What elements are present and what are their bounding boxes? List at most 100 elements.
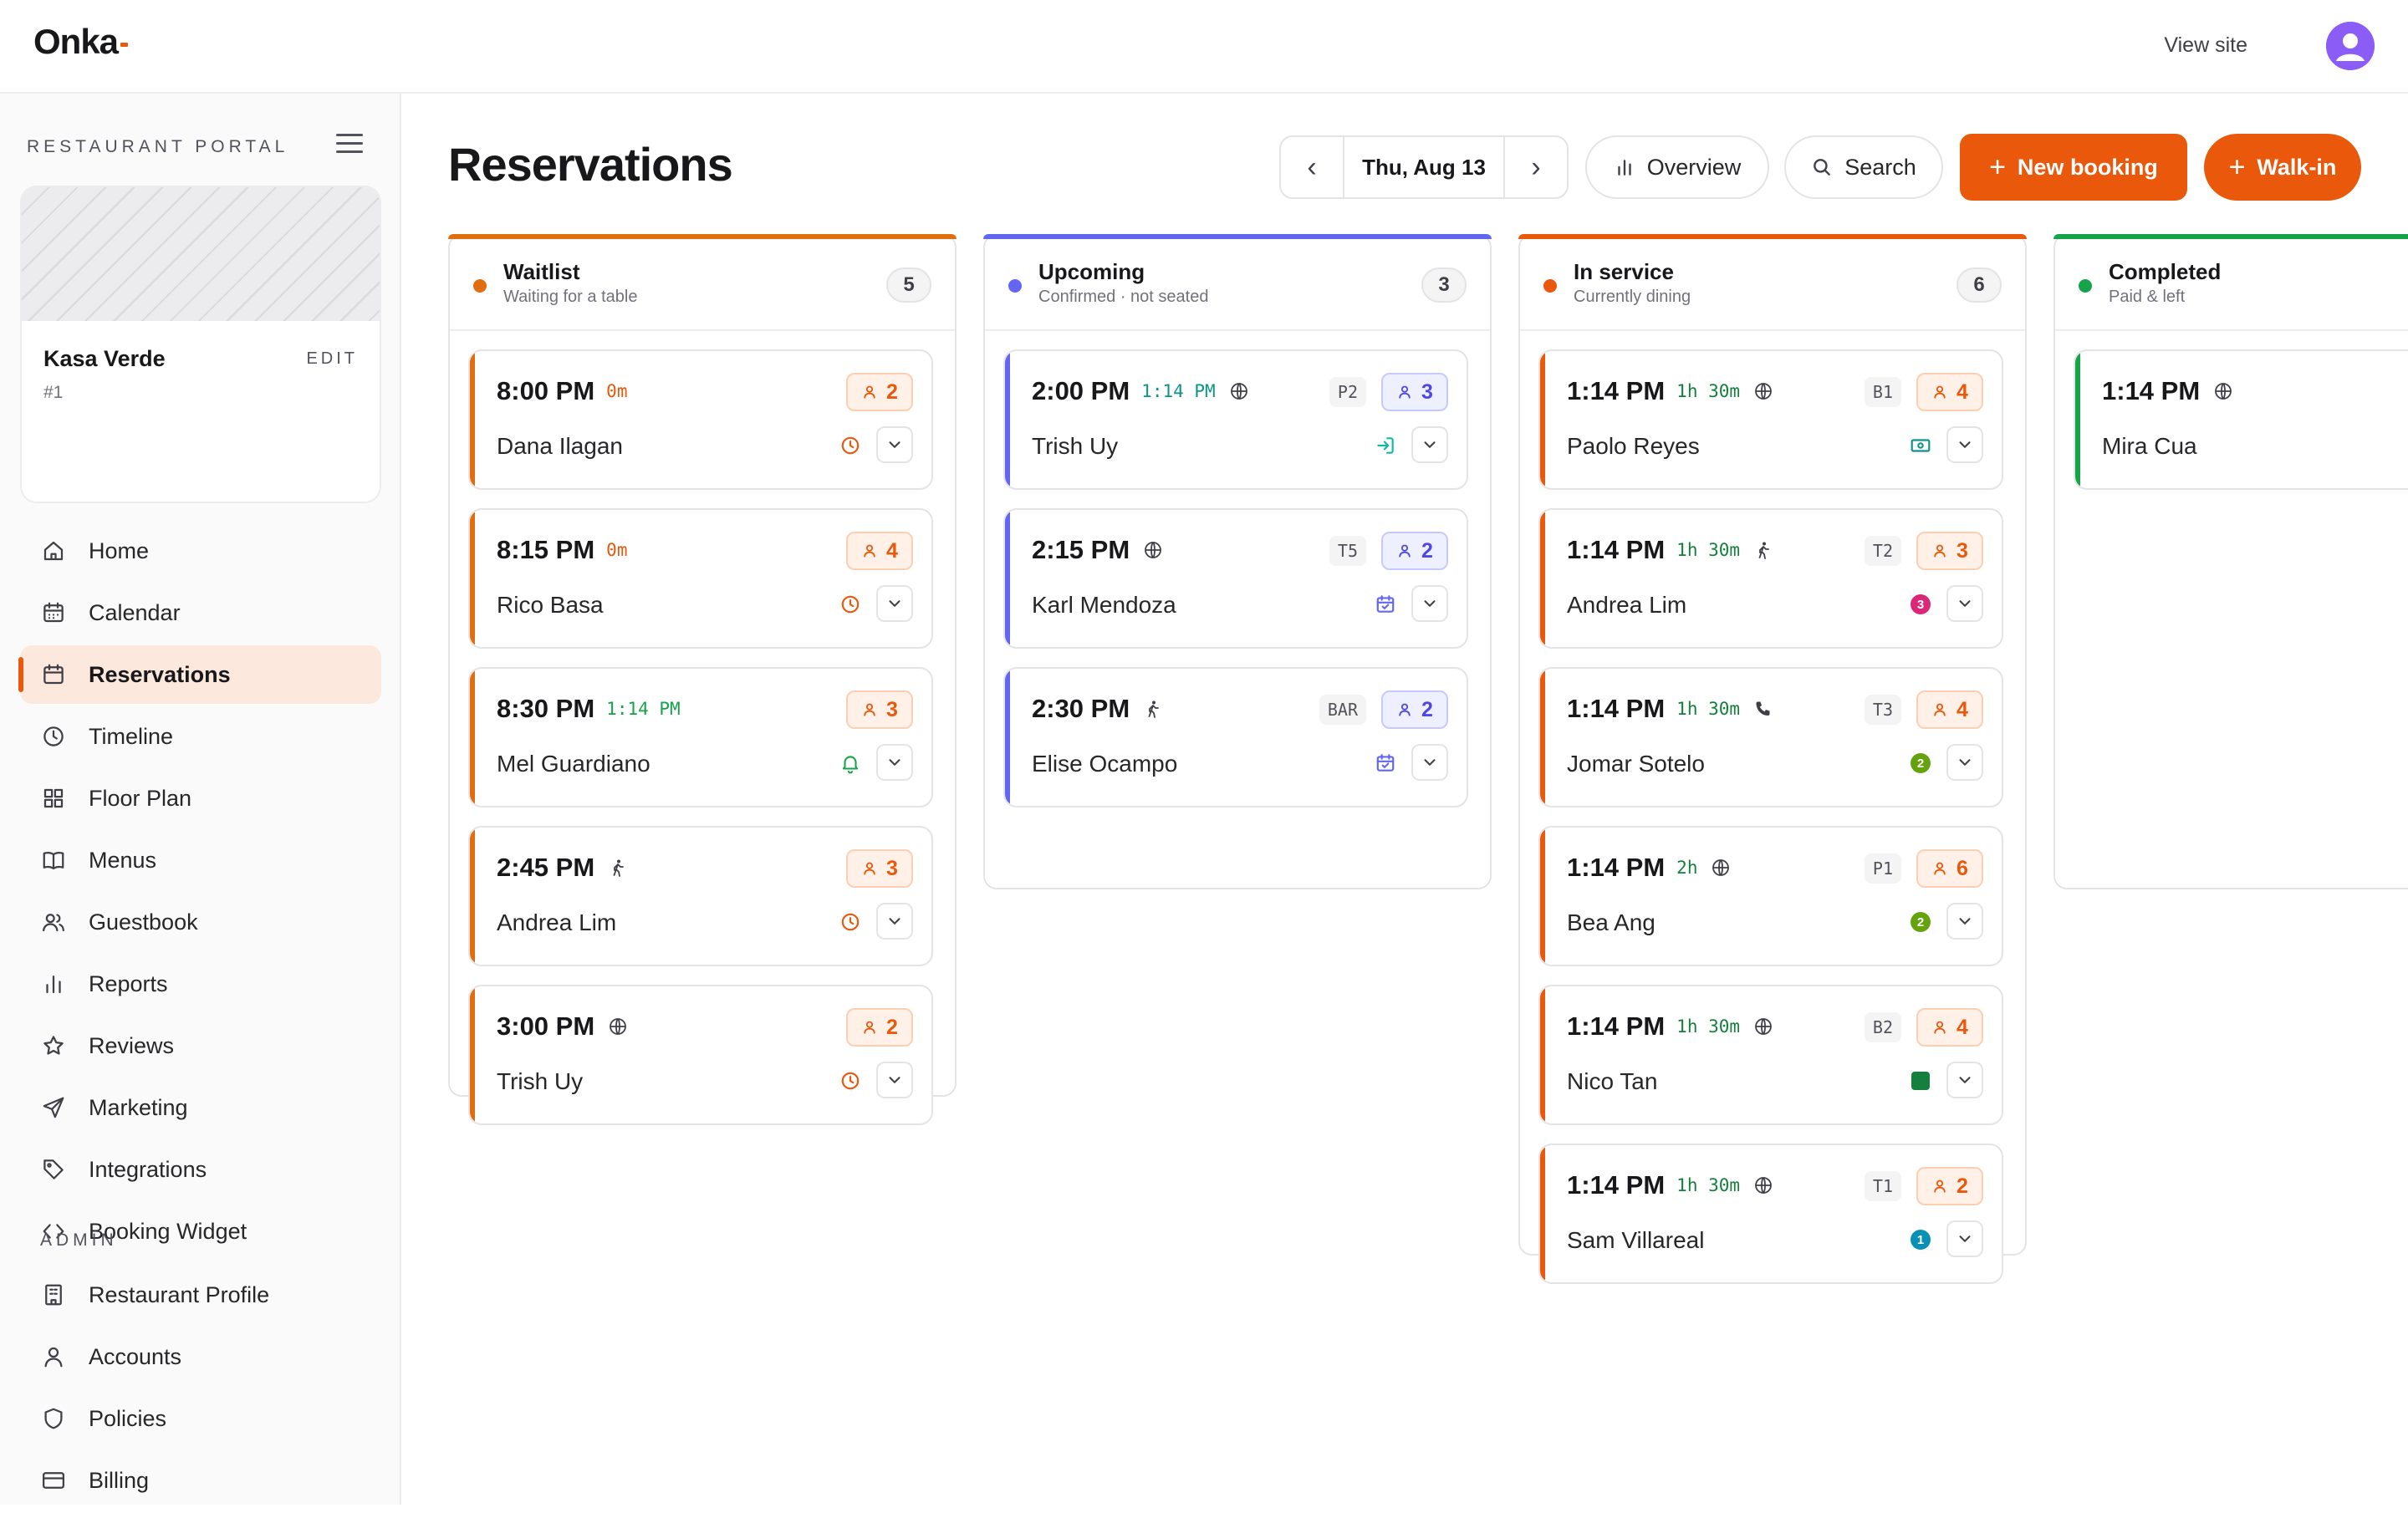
party-size-badge[interactable]: 2 — [846, 1008, 913, 1047]
overview-button[interactable]: Overview — [1585, 135, 1769, 199]
party-size-badge[interactable]: 4 — [846, 532, 913, 570]
status-indicator[interactable] — [1375, 435, 1396, 456]
time-text: 1:14 PM — [1567, 1011, 1666, 1041]
status-indicator[interactable] — [839, 593, 861, 615]
party-size-badge[interactable]: 4 — [1916, 690, 1983, 729]
party-size-badge[interactable]: 4 — [1916, 1008, 1983, 1047]
card-expand-button[interactable] — [1946, 1220, 1983, 1257]
reservation-card[interactable]: 1:14 PM 1h 30m Andrea Lim T2 3 3 — [1538, 508, 2003, 649]
sidebar-item-accounts[interactable]: Accounts — [20, 1327, 381, 1386]
brand-logo[interactable]: Onka — [33, 22, 129, 62]
card-expand-button[interactable] — [876, 426, 913, 463]
card-accent-bar — [470, 510, 475, 647]
sidebar-item-restaurant-profile[interactable]: Restaurant Profile — [20, 1266, 381, 1324]
status-indicator[interactable]: 2 — [1910, 752, 1931, 774]
user-avatar[interactable] — [2326, 22, 2375, 70]
card-expand-button[interactable] — [876, 744, 913, 781]
card-expand-button[interactable] — [1411, 585, 1448, 622]
reservation-card[interactable]: 1:14 PM 1h 30m Nico Tan B2 4 — [1538, 985, 2003, 1125]
reservation-card[interactable]: 1:14 PM Mira Cua — [2074, 349, 2408, 490]
reservation-card[interactable]: 1:14 PM 1h 30m Paolo Reyes B1 4 — [1538, 349, 2003, 490]
sidebar-item-policies[interactable]: Policies — [20, 1389, 381, 1448]
sidebar-item-guestbook[interactable]: Guestbook — [20, 893, 381, 951]
status-indicator[interactable]: 3 — [1910, 593, 1931, 615]
next-day-button[interactable]: › — [1531, 150, 1541, 183]
current-date[interactable]: Thu, Aug 13 — [1343, 137, 1505, 197]
reservation-card[interactable]: 1:14 PM 1h 30m Jomar Sotelo T3 4 2 — [1538, 667, 2003, 807]
party-size-badge[interactable]: 2 — [1916, 1167, 1983, 1205]
card-expand-button[interactable] — [1411, 744, 1448, 781]
party-size-badge[interactable]: 2 — [1381, 690, 1448, 729]
course-number-icon: 3 — [1911, 594, 1931, 614]
sidebar-item-marketing[interactable]: Marketing — [20, 1078, 381, 1137]
card-expand-button[interactable] — [1946, 903, 1983, 940]
party-size-badge[interactable]: 6 — [1916, 849, 1983, 888]
reservation-card[interactable]: 1:14 PM 2h Bea Ang P1 6 2 — [1538, 826, 2003, 966]
reservation-card[interactable]: 8:00 PM 0m Dana Ilagan 2 — [468, 349, 933, 490]
reservation-card[interactable]: 1:14 PM 1h 30m Sam Villareal T1 2 1 — [1538, 1144, 2003, 1284]
party-size-badge[interactable]: 3 — [1381, 373, 1448, 411]
prev-day-button[interactable]: ‹ — [1307, 150, 1317, 183]
status-indicator[interactable]: 1 — [1910, 1229, 1931, 1251]
reservation-time: 1:14 PM 1h 30m — [1567, 1170, 1773, 1202]
sidebar-item-booking-widget[interactable]: Booking Widget — [20, 1202, 381, 1261]
walk-in-button[interactable]: + Walk-in — [2204, 134, 2361, 201]
reservation-card[interactable]: 2:30 PM Elise Ocampo BAR 2 — [1003, 667, 1468, 807]
sidebar-item-reviews[interactable]: Reviews — [20, 1016, 381, 1075]
card-expand-button[interactable] — [876, 903, 913, 940]
sidebar-item-reports[interactable]: Reports — [20, 955, 381, 1013]
card-accent-bar — [470, 351, 475, 488]
status-indicator[interactable] — [1375, 752, 1396, 774]
reservation-time: 1:14 PM 1h 30m — [1567, 694, 1773, 726]
status-indicator[interactable] — [839, 752, 861, 774]
status-indicator[interactable] — [1910, 435, 1931, 456]
sidebar-item-timeline[interactable]: Timeline — [20, 707, 381, 766]
status-indicator[interactable] — [839, 1070, 861, 1092]
reservation-card[interactable]: 2:45 PM Andrea Lim 3 — [468, 826, 933, 966]
status-indicator[interactable] — [1910, 1070, 1931, 1092]
reservation-card[interactable]: 8:15 PM 0m Rico Basa 4 — [468, 508, 933, 649]
view-site-link[interactable]: View site — [2164, 33, 2247, 57]
party-size-badge[interactable]: 3 — [846, 849, 913, 888]
menu-toggle-icon[interactable] — [336, 134, 363, 157]
sidebar-item-calendar[interactable]: Calendar — [20, 583, 381, 642]
search-button[interactable]: Search — [1784, 135, 1943, 199]
card-expand-button[interactable] — [876, 1062, 913, 1098]
party-size: 3 — [1421, 380, 1433, 404]
status-indicator[interactable] — [839, 435, 861, 456]
status-indicator[interactable] — [839, 911, 861, 933]
card-expand-button[interactable] — [1946, 1062, 1983, 1098]
sidebar-item-integrations[interactable]: Integrations — [20, 1140, 381, 1199]
time-text: 2:30 PM — [1032, 694, 1130, 723]
calendar-check-icon — [1376, 754, 1395, 772]
booking-channel — [1753, 537, 1773, 567]
card-expand-button[interactable] — [1946, 585, 1983, 622]
card-expand-button[interactable] — [1946, 426, 1983, 463]
party-size-badge[interactable]: 3 — [1916, 532, 1983, 570]
sidebar-item-label: Guestbook — [89, 909, 198, 935]
card-expand-button[interactable] — [1411, 426, 1448, 463]
sidebar-item-menus[interactable]: Menus — [20, 831, 381, 889]
card-expand-button[interactable] — [1946, 744, 1983, 781]
card-expand-button[interactable] — [876, 585, 913, 622]
reservation-card[interactable]: 3:00 PM Trish Uy 2 — [468, 985, 933, 1125]
sidebar-item-floor-plan[interactable]: Floor Plan — [20, 769, 381, 828]
restaurant-edit-button[interactable]: EDIT — [306, 349, 358, 368]
status-indicator[interactable]: 2 — [1910, 911, 1931, 933]
restaurant-card[interactable]: Kasa Verde #1 EDIT — [20, 186, 381, 503]
reservation-card[interactable]: 8:30 PM 1:14 PM Mel Guardiano 3 — [468, 667, 933, 807]
party-size-badge[interactable]: 4 — [1916, 373, 1983, 411]
party-size-badge[interactable]: 3 — [846, 690, 913, 729]
home-icon — [40, 537, 67, 564]
reservation-card[interactable]: 2:00 PM 1:14 PM Trish Uy P2 3 — [1003, 349, 1468, 490]
reservation-card[interactable]: 2:15 PM Karl Mendoza T5 2 — [1003, 508, 1468, 649]
sidebar-item-reservations[interactable]: Reservations — [18, 645, 381, 704]
party-size-badge[interactable]: 2 — [1381, 532, 1448, 570]
clock-icon — [40, 723, 67, 750]
party-size-badge[interactable]: 2 — [846, 373, 913, 411]
sidebar-item-home[interactable]: Home — [20, 522, 381, 580]
sidebar-item-billing[interactable]: Billing — [20, 1451, 381, 1510]
reservation-time: 2:00 PM 1:14 PM — [1032, 376, 1249, 408]
new-booking-button[interactable]: + New booking — [1960, 134, 2187, 201]
status-indicator[interactable] — [1375, 593, 1396, 615]
